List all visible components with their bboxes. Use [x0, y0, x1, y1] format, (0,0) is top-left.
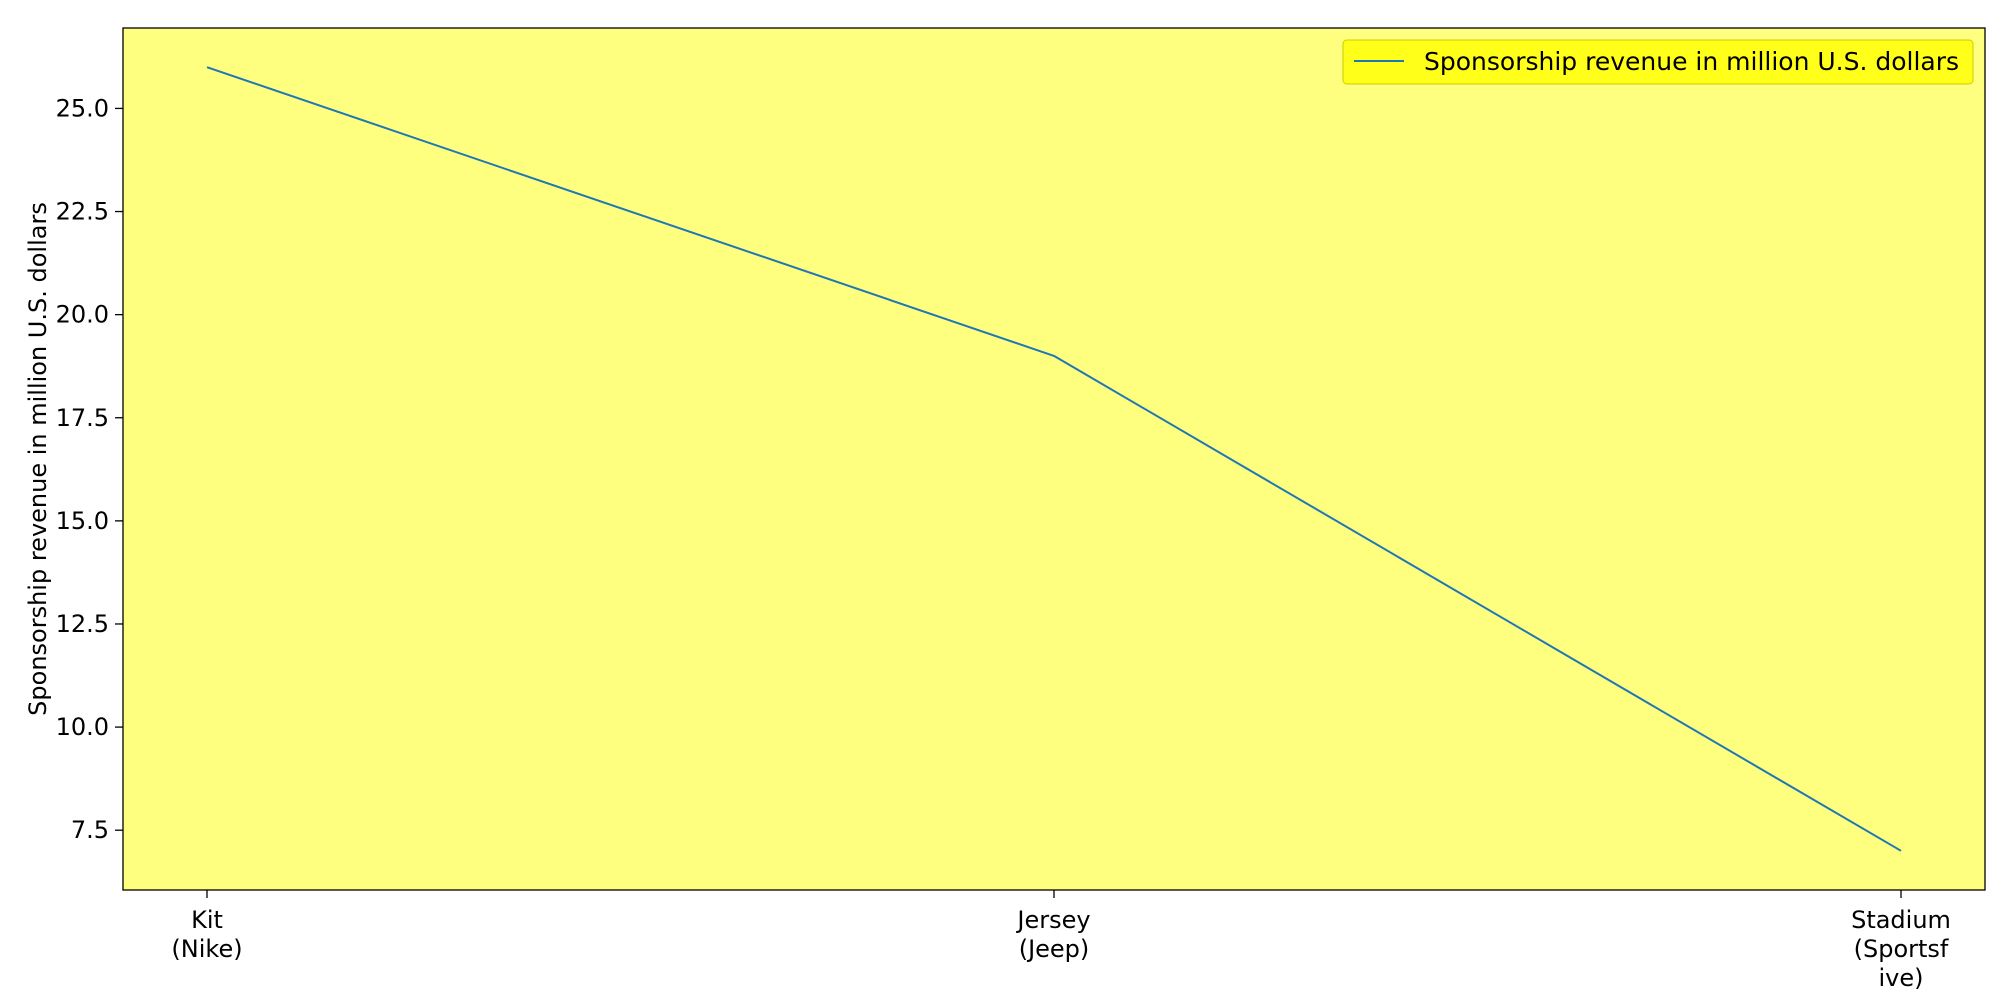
y-tick-label: 22.5: [56, 198, 109, 226]
y-tick-label: 7.5: [71, 816, 109, 844]
y-tick-label: 25.0: [56, 94, 109, 122]
y-tick-label: 17.5: [56, 404, 109, 432]
series-line: [206, 66, 1902, 852]
x-tick-label: Jersey (Jeep): [1015, 906, 1090, 963]
y-tick-label: 20.0: [56, 301, 109, 329]
plot-frame: [122, 27, 1986, 891]
legend: Sponsorship revenue in million U.S. doll…: [1342, 39, 1974, 85]
x-tick-label: Stadium (Sportsf ive): [1851, 906, 1951, 992]
y-axis-title: Sponsorship revenue in million U.S. doll…: [24, 202, 52, 716]
y-tick-label: 10.0: [56, 713, 109, 741]
y-tick-label: 12.5: [56, 610, 109, 638]
legend-box: [1342, 39, 1974, 85]
plot-area: [123, 28, 1985, 890]
y-tick-label: 15.0: [56, 507, 109, 535]
legend-label: Sponsorship revenue in million U.S. doll…: [1424, 47, 1959, 76]
x-tick-label: Kit (Nike): [171, 906, 242, 963]
